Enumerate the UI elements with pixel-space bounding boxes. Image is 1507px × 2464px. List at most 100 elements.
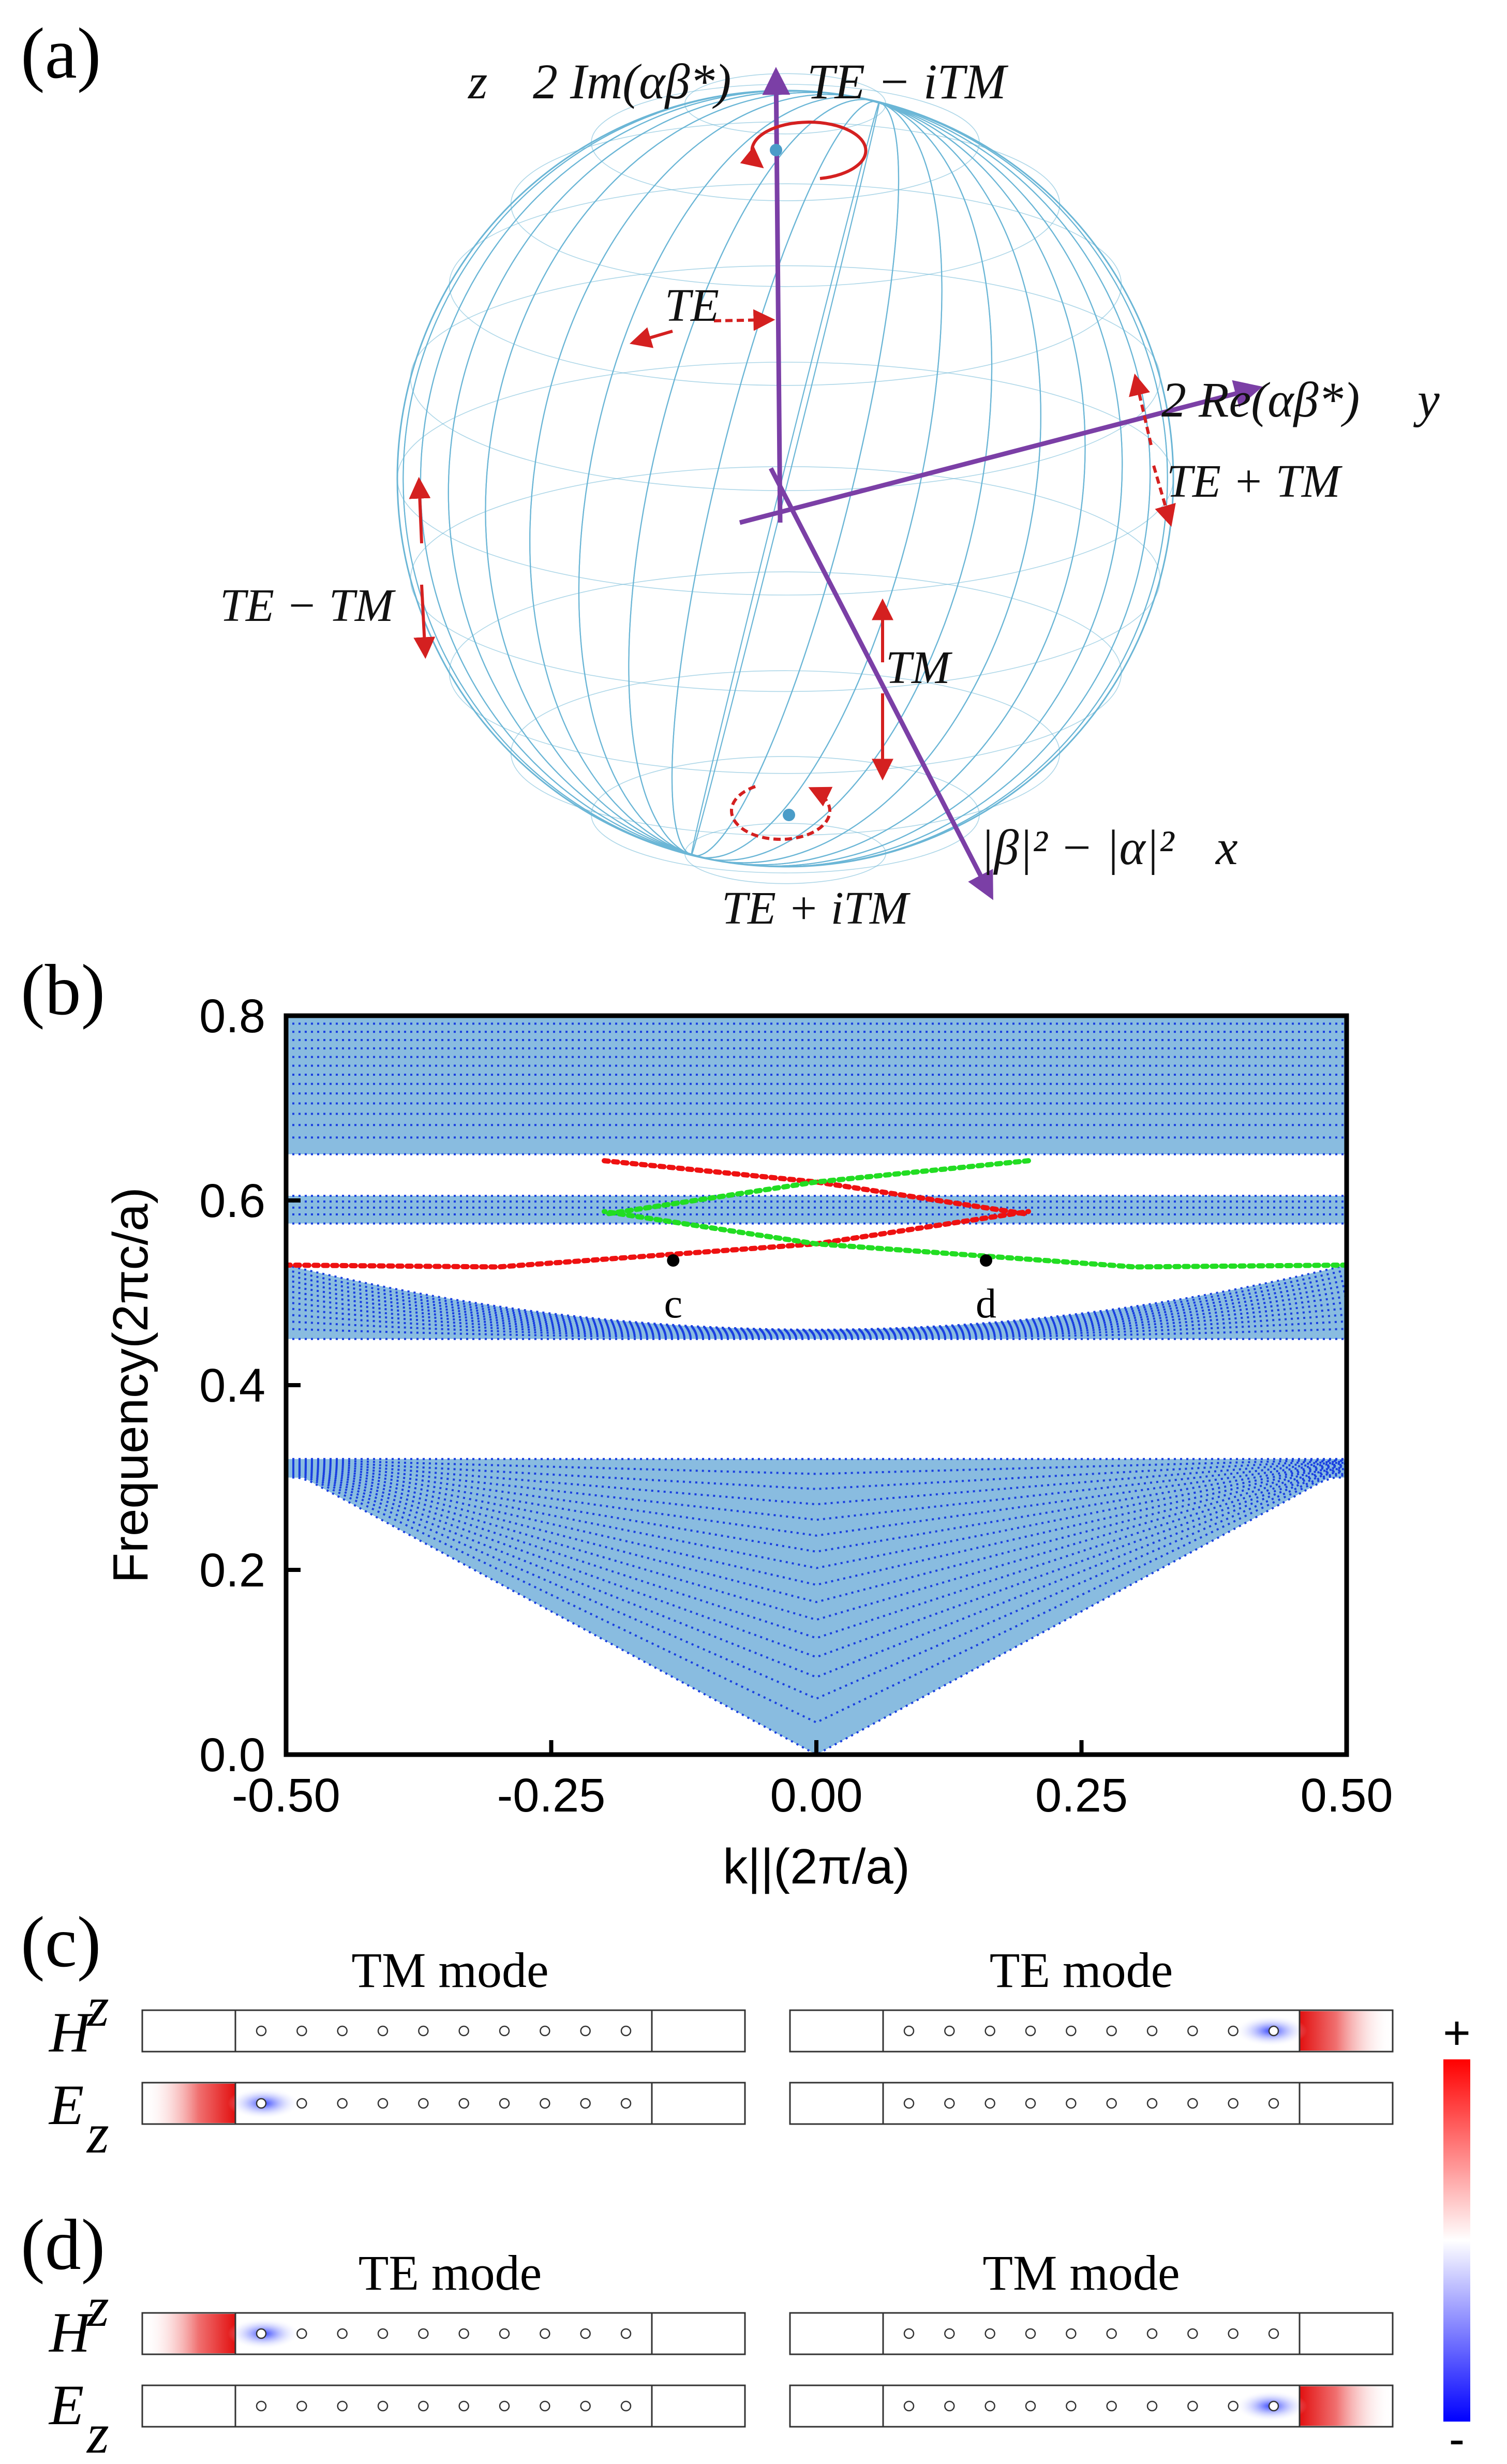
- north-pole-label: TE − iTM: [807, 54, 1009, 109]
- rod-marker: [903, 2098, 915, 2109]
- meridian-line: [671, 100, 900, 857]
- rod-marker: [1228, 2025, 1239, 2037]
- rod-marker: [1146, 2400, 1158, 2412]
- rod-marker: [580, 2098, 591, 2109]
- strip-frame: [789, 2082, 1394, 2125]
- rod-marker: [418, 2025, 429, 2037]
- rod-marker: [1187, 2025, 1198, 2037]
- rod-marker: [1187, 2400, 1198, 2412]
- rod-marker: [944, 2098, 955, 2109]
- south-pole-label: TE + iTM: [722, 883, 911, 934]
- rod-marker: [1066, 2328, 1077, 2339]
- c-right-title: TE mode: [990, 1942, 1173, 1998]
- rod-marker: [1106, 2328, 1117, 2339]
- d-tm-hz-strip: [789, 2312, 1394, 2355]
- c-left-title: TM mode: [351, 1942, 548, 1998]
- rod-marker: [903, 2400, 915, 2412]
- rod-marker: [377, 2025, 389, 2037]
- svg-text:z: z: [86, 2402, 109, 2464]
- d-te-ez-strip: [141, 2384, 746, 2428]
- axis-z-label: z: [467, 54, 487, 109]
- meridian-line: [485, 92, 1086, 866]
- band-1-dots: [286, 1468, 1347, 1621]
- edge-state-3: [602, 1209, 1347, 1270]
- band-1-dots: [286, 1462, 1347, 1521]
- rod-marker: [903, 2328, 915, 2339]
- te-minus-tm-arrow-up: [409, 477, 431, 544]
- rod-marker: [620, 2400, 632, 2412]
- rod-marker: [540, 2098, 550, 2109]
- rod-marker: [296, 2025, 307, 2037]
- axis-y-label: y: [1413, 372, 1440, 427]
- north-pole: [770, 144, 782, 156]
- edge-states: [286, 1158, 1347, 1270]
- rod-marker: [1187, 2328, 1198, 2339]
- latitude-line: [410, 265, 1161, 492]
- rod-marker: [1187, 2098, 1198, 2109]
- rod-marker: [1066, 2400, 1077, 2412]
- rod-marker: [337, 2400, 348, 2412]
- meridian-line: [691, 101, 880, 856]
- y-axis: [739, 380, 1263, 525]
- rod-marker: [1228, 2400, 1239, 2412]
- te-plus-tm-label: TE + TM: [1167, 456, 1343, 507]
- svg-text:z: z: [86, 2102, 109, 2165]
- rod-marker: [499, 2025, 510, 2037]
- edge-state-4: [602, 1158, 1031, 1217]
- meridian-line: [402, 90, 1168, 868]
- meridian-line: [628, 99, 943, 858]
- rod-marker: [1025, 2328, 1036, 2339]
- latitude-line: [591, 756, 980, 873]
- meridian-line: [485, 92, 1086, 866]
- rod-marker: [499, 2400, 510, 2412]
- rod-marker: [1025, 2098, 1036, 2109]
- rod-marker: [337, 2098, 348, 2109]
- c-ez-label: E z: [48, 2073, 109, 2165]
- field-hotspot: [1300, 2386, 1392, 2426]
- meridian-line: [578, 96, 993, 861]
- meridian-line: [402, 90, 1168, 868]
- field-hotspot: [143, 2314, 235, 2353]
- panel-c-label: (c): [21, 1902, 101, 1982]
- strip-frame: [141, 2009, 746, 2053]
- rod-marker: [1106, 2098, 1117, 2109]
- meridian-line: [420, 90, 1151, 867]
- svg-text:E: E: [48, 2073, 84, 2136]
- rod-marker: [1106, 2400, 1117, 2412]
- rod-marker: [458, 2400, 469, 2412]
- rod-marker: [256, 2400, 267, 2412]
- meridian-line: [447, 91, 1123, 867]
- colorbar-minus: -: [1449, 2413, 1465, 2464]
- rod-marker: [580, 2400, 591, 2412]
- rod-marker: [1146, 2328, 1158, 2339]
- y-axis-label: Frequency(2πc/a): [103, 1187, 158, 1583]
- rod-marker: [256, 2025, 267, 2037]
- meridian-line: [671, 100, 900, 857]
- svg-text:E: E: [48, 2373, 84, 2437]
- latitude-line: [510, 121, 1061, 287]
- rod-marker: [499, 2098, 510, 2109]
- c-te-hz-strip: [789, 2009, 1394, 2053]
- x-tick-label: 0.00: [770, 1769, 862, 1822]
- rod-marker: [944, 2328, 955, 2339]
- x-tick-label: 0.50: [1300, 1769, 1393, 1822]
- rod-marker: [620, 2025, 632, 2037]
- axis-ticks: -0.50 -0.25 0.00 0.25 0.50 0.0 0.2 0.4 0.6 0.8: [199, 990, 1393, 1822]
- panel-b-label: (b): [21, 950, 105, 1030]
- axis-x-label: x: [1215, 820, 1238, 875]
- tm-label: TM: [886, 642, 953, 693]
- north-circular-arrow: [740, 121, 868, 180]
- rod-marker: [580, 2328, 591, 2339]
- rod-marker: [1146, 2025, 1158, 2037]
- band-1-dots: [286, 1465, 1347, 1586]
- rod-marker: [1268, 2400, 1279, 2412]
- panel-d-label: (d): [21, 2205, 105, 2285]
- y-tick-label: 0.0: [199, 1729, 265, 1782]
- rod-marker: [296, 2400, 307, 2412]
- band-1-dots: [286, 1464, 1347, 1569]
- te-arrow-left: [629, 327, 673, 348]
- rod-marker: [458, 2328, 469, 2339]
- rod-marker: [944, 2025, 955, 2037]
